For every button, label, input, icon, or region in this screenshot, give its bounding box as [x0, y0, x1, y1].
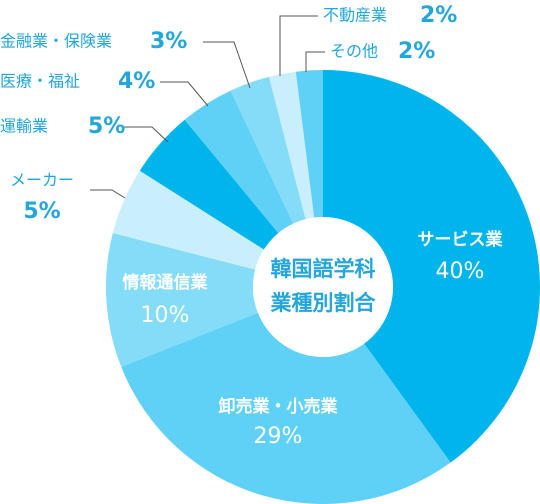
slice-label: その他 [330, 42, 378, 61]
value-label: 4% [118, 69, 155, 94]
slice-label: 金融業・保険業 [0, 32, 112, 51]
value-label: 2% [420, 3, 457, 28]
slice [230, 76, 306, 224]
slice-label: 医療・福祉 [0, 72, 80, 91]
leader-lines [90, 15, 325, 199]
value-label: 40% [436, 259, 485, 284]
slice-label: 運輸業 [0, 117, 48, 136]
slice [184, 90, 294, 234]
slice [295, 70, 323, 218]
slice [323, 70, 540, 463]
slice-label: 情報通信業 [123, 272, 208, 293]
value-label: 5% [23, 199, 60, 224]
value-label: 10% [141, 303, 190, 328]
slice-label: 不動産業 [323, 6, 387, 25]
slice [269, 71, 315, 220]
chart-title: 韓国語学科 [271, 257, 376, 281]
value-label: 5% [88, 114, 125, 139]
slice-label: 卸売業・小売業 [219, 396, 338, 417]
slice-label: サービス業 [418, 229, 503, 250]
slice [106, 233, 258, 367]
value-label: 2% [398, 39, 435, 64]
value-label: 29% [254, 424, 303, 449]
chart-title: 業種別割合 [271, 291, 377, 315]
value-label: 3% [150, 29, 187, 54]
slice [112, 170, 264, 270]
slice-label: メーカー [10, 171, 74, 190]
slice [121, 312, 451, 504]
slice [139, 119, 279, 250]
donut-hole [253, 217, 393, 357]
